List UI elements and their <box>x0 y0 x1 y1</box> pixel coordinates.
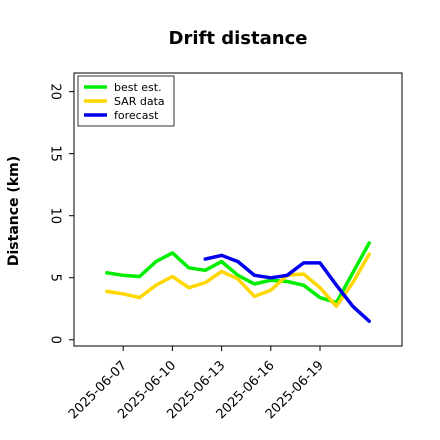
series-lines <box>105 241 371 323</box>
legend-label-2: forecast <box>114 109 159 122</box>
chart-title: Drift distance <box>169 28 308 49</box>
y-tick-label: 20 <box>48 83 63 100</box>
y-axis-label: Distance (km) <box>6 156 22 266</box>
y-tick-label: 0 <box>48 336 63 344</box>
axis-ticks: 051015202025-06-072025-06-102025-06-1320… <box>48 83 327 422</box>
y-tick-label: 15 <box>48 145 63 162</box>
series-line-2 <box>203 253 371 323</box>
series-line-0 <box>105 241 371 305</box>
plot-frame <box>73 72 403 347</box>
series-line-1 <box>105 252 371 309</box>
y-tick-label: 10 <box>48 207 63 224</box>
legend-label-0: best est. <box>114 81 162 94</box>
legend-label-1: SAR data <box>114 95 165 108</box>
y-tick-label: 5 <box>48 274 63 282</box>
